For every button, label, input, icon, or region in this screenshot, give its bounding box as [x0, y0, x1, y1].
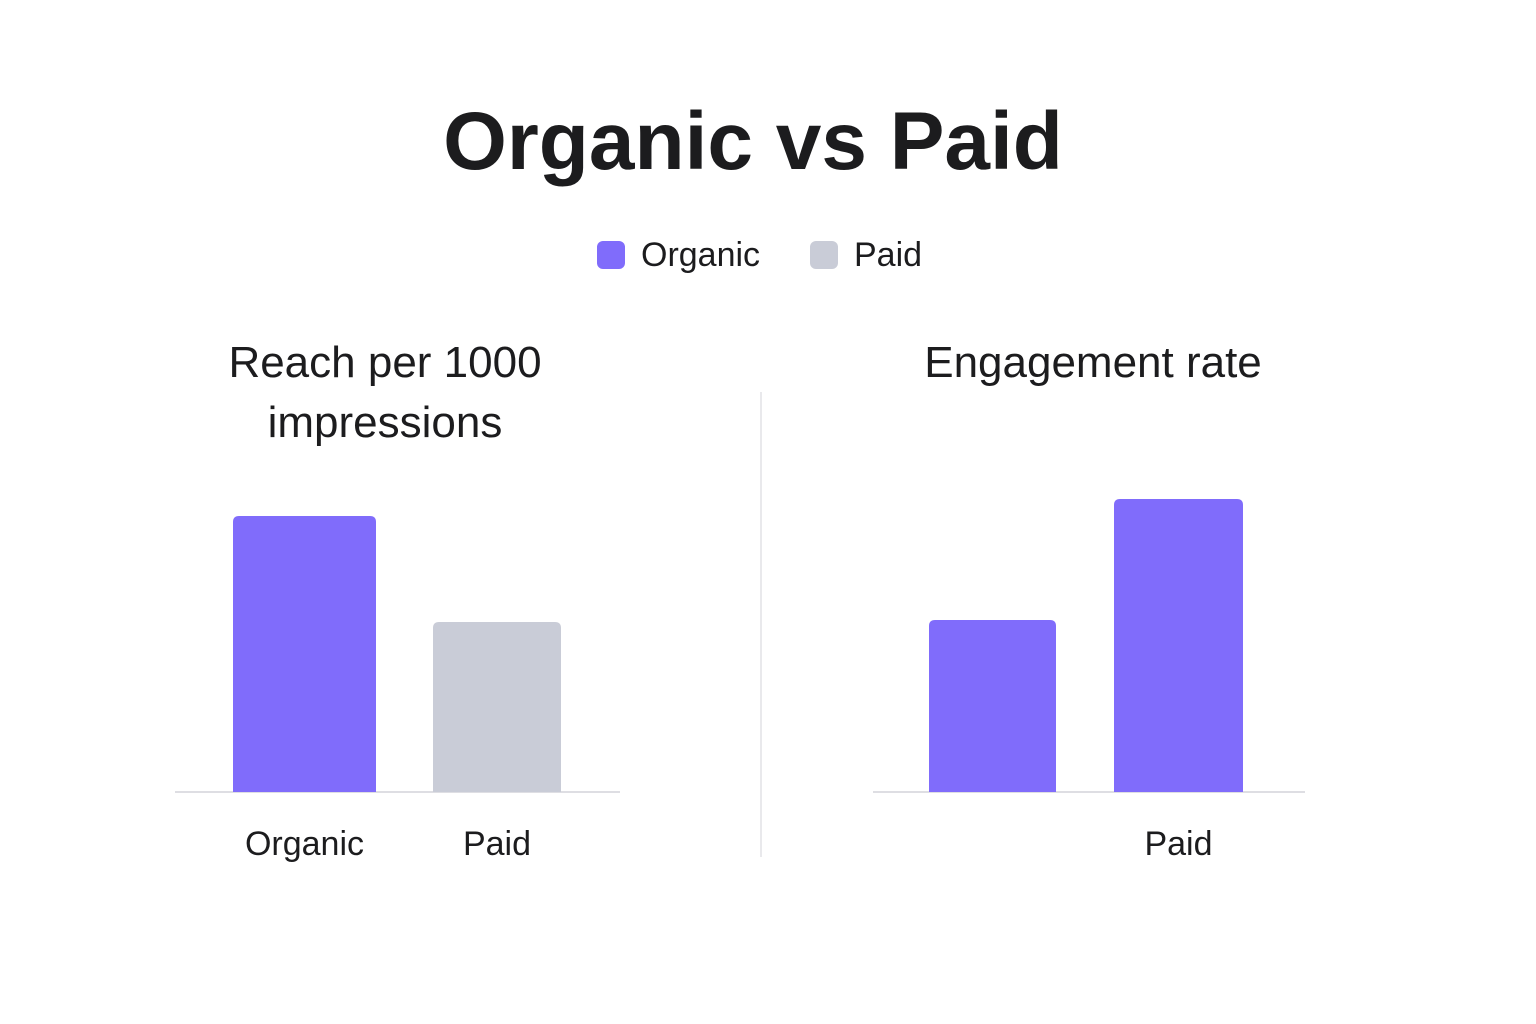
chart-title: Reach per 1000 impressions	[228, 338, 542, 447]
legend-swatch	[597, 241, 625, 269]
bar	[1114, 499, 1243, 792]
bar	[433, 622, 561, 792]
legend-label: Organic	[641, 236, 760, 274]
bar	[929, 620, 1056, 792]
page-title: Organic vs Paid	[443, 96, 1063, 187]
x-tick-label: Organic	[245, 825, 364, 863]
legend-label: Paid	[854, 236, 922, 274]
legend-swatch	[810, 241, 838, 269]
x-tick-label: Paid	[1144, 825, 1212, 863]
bar	[233, 516, 376, 792]
x-tick-label: Paid	[463, 825, 531, 863]
chart-title: Engagement rate	[924, 338, 1262, 387]
